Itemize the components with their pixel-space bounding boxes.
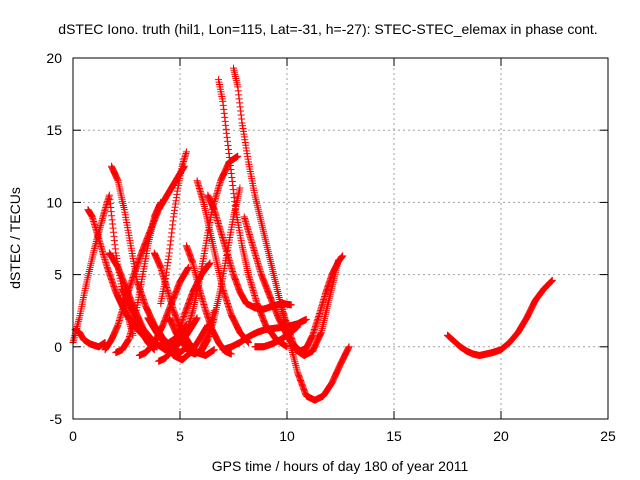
- y-tick-label: 0: [54, 339, 62, 355]
- data-point: [210, 346, 218, 354]
- series-2: [71, 325, 109, 351]
- data-point: [185, 263, 193, 271]
- data-point: [157, 198, 165, 206]
- x-tick-label: 25: [600, 428, 616, 444]
- series-26: [444, 276, 556, 359]
- x-tick-label: 10: [279, 428, 295, 444]
- data-point: [227, 350, 235, 358]
- data-point: [234, 152, 242, 160]
- data-point: [193, 314, 201, 322]
- y-axis-label: dSTEC / TECUs: [7, 187, 23, 289]
- chart-title: dSTEC Iono. truth (hil1, Lon=115, Lat=-3…: [58, 21, 597, 37]
- axis-ticks: 0 5 10 15 20 25 -5 0 5 10 15 20: [46, 50, 616, 444]
- x-tick-label: 0: [69, 428, 77, 444]
- y-tick-label: 15: [46, 122, 62, 138]
- data-point: [339, 252, 347, 260]
- data-point: [287, 301, 295, 309]
- y-tick-label: 20: [46, 50, 62, 66]
- series-25: [277, 252, 347, 355]
- data-point: [236, 184, 244, 192]
- series-18: [197, 184, 244, 355]
- data-point: [548, 276, 556, 284]
- data-points: [69, 64, 556, 404]
- plot-frame: [72, 57, 609, 420]
- data-point: [345, 343, 353, 351]
- y-tick-label: 5: [54, 267, 62, 283]
- data-point: [182, 148, 190, 156]
- y-tick-label: 10: [46, 194, 62, 210]
- x-tick-label: 15: [386, 428, 402, 444]
- x-tick-label: 5: [176, 428, 184, 444]
- grid: [73, 58, 608, 419]
- x-axis-label: GPS time / hours of day 180 of year 2011: [212, 458, 469, 474]
- data-point: [206, 259, 214, 267]
- data-point: [302, 315, 310, 323]
- x-tick-label: 20: [493, 428, 509, 444]
- series-24: [251, 323, 302, 351]
- y-tick-label: -5: [50, 411, 63, 427]
- data-point: [294, 323, 302, 331]
- series-13: [157, 148, 190, 307]
